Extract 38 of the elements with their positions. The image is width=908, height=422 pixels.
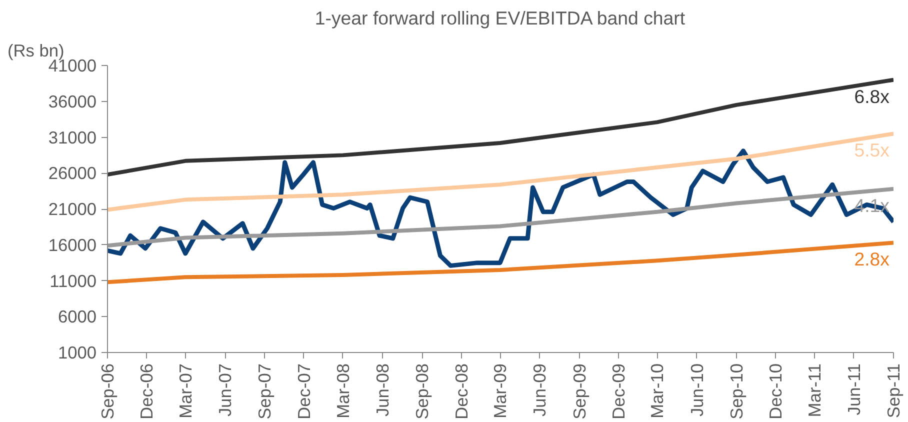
- series-label: 6.8x: [854, 86, 890, 107]
- chart-title: 1-year forward rolling EV/EBITDA band chart: [314, 8, 686, 28]
- y-tick-label: 31000: [48, 127, 96, 148]
- x-tick-label: Sep-07: [254, 363, 275, 420]
- line-series: [108, 78, 894, 177]
- x-tick-label: Mar-07: [175, 363, 196, 418]
- x-tick-label: Sep-10: [726, 363, 746, 420]
- series-label: 2.8x: [854, 248, 890, 270]
- y-tick-label: 16000: [48, 234, 96, 255]
- x-tick-label: Jun-09: [530, 364, 550, 416]
- x-tick-label: Dec-07: [294, 363, 314, 420]
- x-tick-label: Dec-10: [766, 363, 786, 420]
- series-label: 5.5x: [854, 140, 890, 161]
- x-tick-label: Dec-08: [451, 363, 472, 420]
- line-series: [108, 240, 894, 284]
- x-tick-label: Dec-09: [608, 363, 628, 420]
- line-series: [108, 186, 894, 248]
- x-tick-label: Jun-07: [215, 364, 236, 416]
- x-tick-label: Dec-06: [136, 363, 157, 420]
- y-tick-label: 11000: [50, 270, 97, 291]
- x-tick-label: Jun-08: [372, 364, 393, 416]
- x-tick-label: Sep-09: [569, 363, 590, 420]
- x-tick-label: Mar-11: [804, 363, 824, 418]
- x-tick-label: Sep-06: [98, 363, 118, 420]
- x-tick-label: Mar-08: [332, 363, 353, 418]
- y-tick-label: 1000: [58, 342, 97, 362]
- y-tick-label: 21000: [48, 199, 96, 219]
- y-tick-label: 36000: [48, 91, 96, 112]
- line-series: [108, 132, 894, 212]
- x-tick-label: Mar-10: [647, 363, 668, 418]
- y-tick-label: 6000: [58, 306, 97, 327]
- x-tick-label: Jun-10: [686, 364, 707, 416]
- y-tick-label: 26000: [48, 163, 96, 184]
- y-axis-title: (Rs bn): [8, 40, 64, 60]
- x-tick-label: Jun-11: [844, 363, 864, 416]
- x-tick-label: Mar-09: [490, 363, 510, 418]
- x-tick-label: Sep-11: [884, 363, 904, 418]
- x-tick-label: Sep-08: [412, 363, 432, 420]
